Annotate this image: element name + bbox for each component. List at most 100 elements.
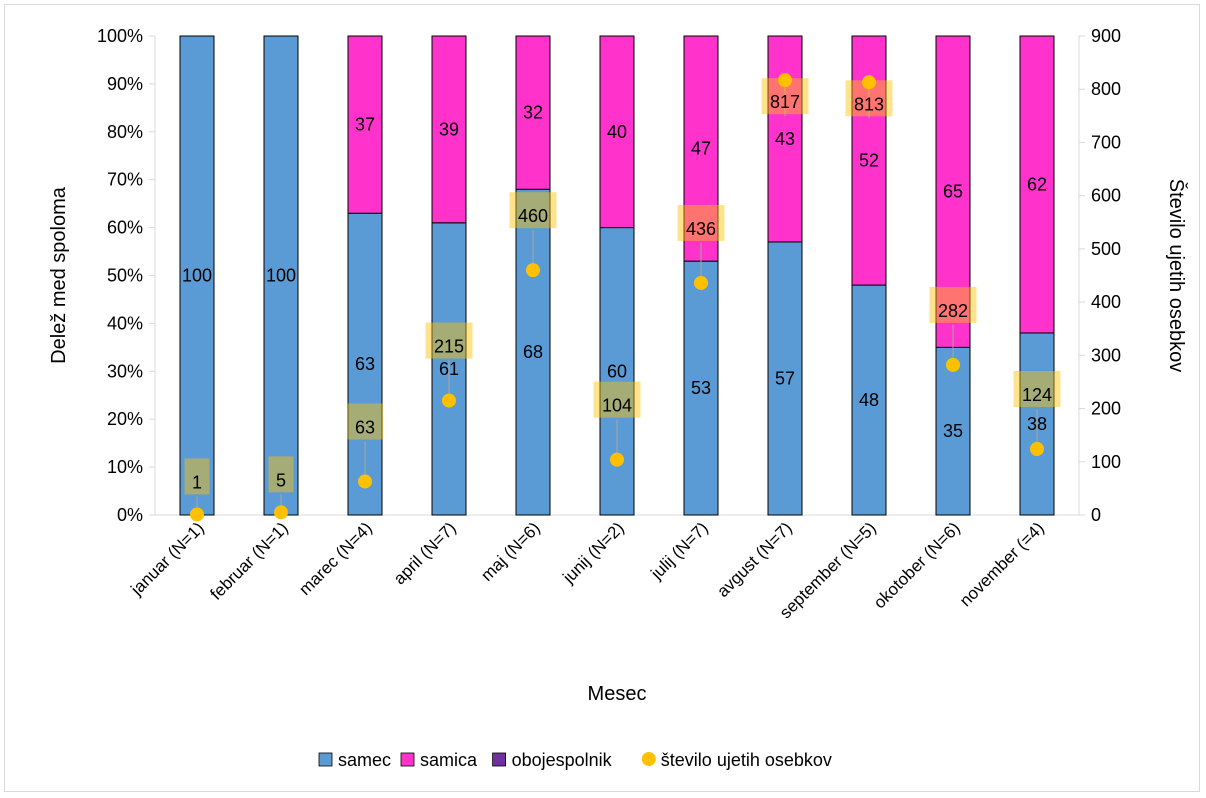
bar-samica <box>347 35 383 214</box>
count-point <box>358 474 372 489</box>
count-point <box>778 73 792 88</box>
count-point <box>526 263 540 278</box>
count-label-box <box>184 458 210 495</box>
y-right-axis-title: Število ujetih osebkov <box>1165 179 1188 372</box>
bar-data-label: 63 <box>355 354 375 374</box>
legend-label: samica <box>420 750 478 770</box>
x-tick-label: okotober (N=6) <box>870 518 964 612</box>
x-tick-label: november (=4) <box>956 518 1048 610</box>
count-point <box>694 275 708 290</box>
count-point <box>442 393 456 408</box>
bar-samec <box>767 241 803 516</box>
count-data-label: 1 <box>192 472 202 492</box>
y-tick-label: 40% <box>107 313 143 333</box>
bar-data-label: 35 <box>943 421 963 441</box>
y-tick-label: 90% <box>107 74 143 94</box>
bar-samica <box>683 35 719 262</box>
bar-samec <box>599 227 635 516</box>
bar-data-label: 43 <box>775 129 795 149</box>
bar-data-label: 37 <box>355 115 375 135</box>
bar-samica <box>1019 35 1055 334</box>
count-data-label: 5 <box>276 470 286 490</box>
x-tick-label: marec (N=4) <box>295 518 376 599</box>
y-tick-label: 30% <box>107 361 143 381</box>
x-tick-label: maj (N=6) <box>477 518 544 585</box>
y-tick-label: 50% <box>107 266 143 286</box>
bar-data-label: 52 <box>859 151 879 171</box>
legend-swatch-count <box>641 752 656 766</box>
y-tick-label: 20% <box>107 409 143 429</box>
y-right-tick-label: 700 <box>1091 132 1121 152</box>
y-right-tick-label: 300 <box>1091 345 1121 365</box>
legend-swatch-samec <box>318 752 333 767</box>
bar-samica <box>935 35 971 348</box>
count-data-label: 813 <box>854 94 884 114</box>
y-right-tick-label: 400 <box>1091 292 1121 312</box>
y-right-tick-label: 200 <box>1091 399 1121 419</box>
count-data-label: 282 <box>938 301 968 321</box>
count-data-label: 817 <box>770 92 800 112</box>
legend-label: število ujetih osebkov <box>661 750 832 770</box>
bar-data-label: 68 <box>523 342 543 362</box>
bar-data-label: 57 <box>775 368 795 388</box>
x-tick-label: julij (N=7) <box>647 518 712 583</box>
count-data-label: 104 <box>602 396 632 416</box>
count-point <box>274 505 288 520</box>
count-data-label: 215 <box>434 337 464 357</box>
bar-samec <box>179 35 215 516</box>
x-tick-label: avgust (N=7) <box>713 518 796 601</box>
y-right-tick-label: 0 <box>1091 505 1101 525</box>
bar-data-label: 39 <box>439 119 459 139</box>
x-tick-label: junij (N=2) <box>559 518 628 587</box>
bar-data-label: 62 <box>1027 174 1047 194</box>
legend-swatch-obojespolnik <box>492 752 507 767</box>
y-right-tick-label: 500 <box>1091 239 1121 259</box>
x-tick-label: april (N=7) <box>390 518 460 588</box>
y-tick-label: 0% <box>117 505 143 525</box>
bar-samec <box>851 284 887 516</box>
count-label-box <box>425 322 473 359</box>
y-right-tick-label: 900 <box>1091 26 1121 46</box>
count-data-label: 63 <box>355 417 375 437</box>
x-tick-label: januar (N=1) <box>127 518 208 599</box>
bar-data-label: 60 <box>607 361 627 381</box>
bar-samica <box>431 35 467 224</box>
y-tick-label: 10% <box>107 457 143 477</box>
y-right-tick-label: 600 <box>1091 186 1121 206</box>
count-data-label: 436 <box>686 219 716 239</box>
bar-samec <box>263 35 299 516</box>
y-tick-label: 100% <box>97 26 143 46</box>
count-label-box <box>677 204 725 241</box>
count-data-label: 124 <box>1022 385 1052 405</box>
y-axis-title: Delež med spoloma <box>48 186 70 364</box>
y-tick-label: 70% <box>107 170 143 190</box>
count-point <box>610 452 624 467</box>
y-tick-label: 60% <box>107 218 143 238</box>
bar-samec <box>683 260 719 516</box>
count-point <box>862 75 876 90</box>
count-label-box <box>347 403 383 440</box>
legend-label: samec <box>338 750 391 770</box>
bar-data-label: 100 <box>182 266 212 286</box>
count-label-box <box>268 456 294 493</box>
count-data-label: 460 <box>518 206 548 226</box>
bar-data-label: 65 <box>943 182 963 202</box>
count-label-box <box>1013 371 1061 408</box>
y-right-tick-label: 800 <box>1091 79 1121 99</box>
count-label-box <box>929 286 977 323</box>
y-tick-label: 80% <box>107 122 143 142</box>
x-tick-label: februar (N=1) <box>207 518 292 603</box>
bar-data-label: 40 <box>607 122 627 142</box>
bar-data-label: 100 <box>266 266 296 286</box>
count-point <box>1030 442 1044 457</box>
legend-swatch-samica <box>400 752 415 767</box>
count-point <box>946 357 960 372</box>
legend-label: obojespolnik <box>512 750 613 770</box>
bar-data-label: 48 <box>859 390 879 410</box>
count-label-box <box>509 192 557 229</box>
bar-data-label: 32 <box>523 103 543 123</box>
x-axis-title: Mesec <box>588 683 647 705</box>
bar-samica <box>599 35 635 229</box>
count-point <box>190 507 204 522</box>
